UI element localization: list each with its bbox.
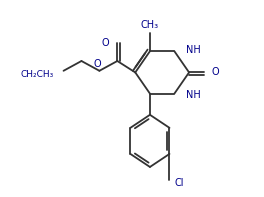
Text: O: O <box>212 67 219 77</box>
Text: O: O <box>94 59 102 69</box>
Text: Cl: Cl <box>175 178 184 188</box>
Text: NH: NH <box>186 45 201 55</box>
Text: O: O <box>102 38 109 48</box>
Text: CH₃: CH₃ <box>141 20 159 30</box>
Text: CH₂CH₃: CH₂CH₃ <box>21 70 54 79</box>
Text: NH: NH <box>186 90 201 100</box>
